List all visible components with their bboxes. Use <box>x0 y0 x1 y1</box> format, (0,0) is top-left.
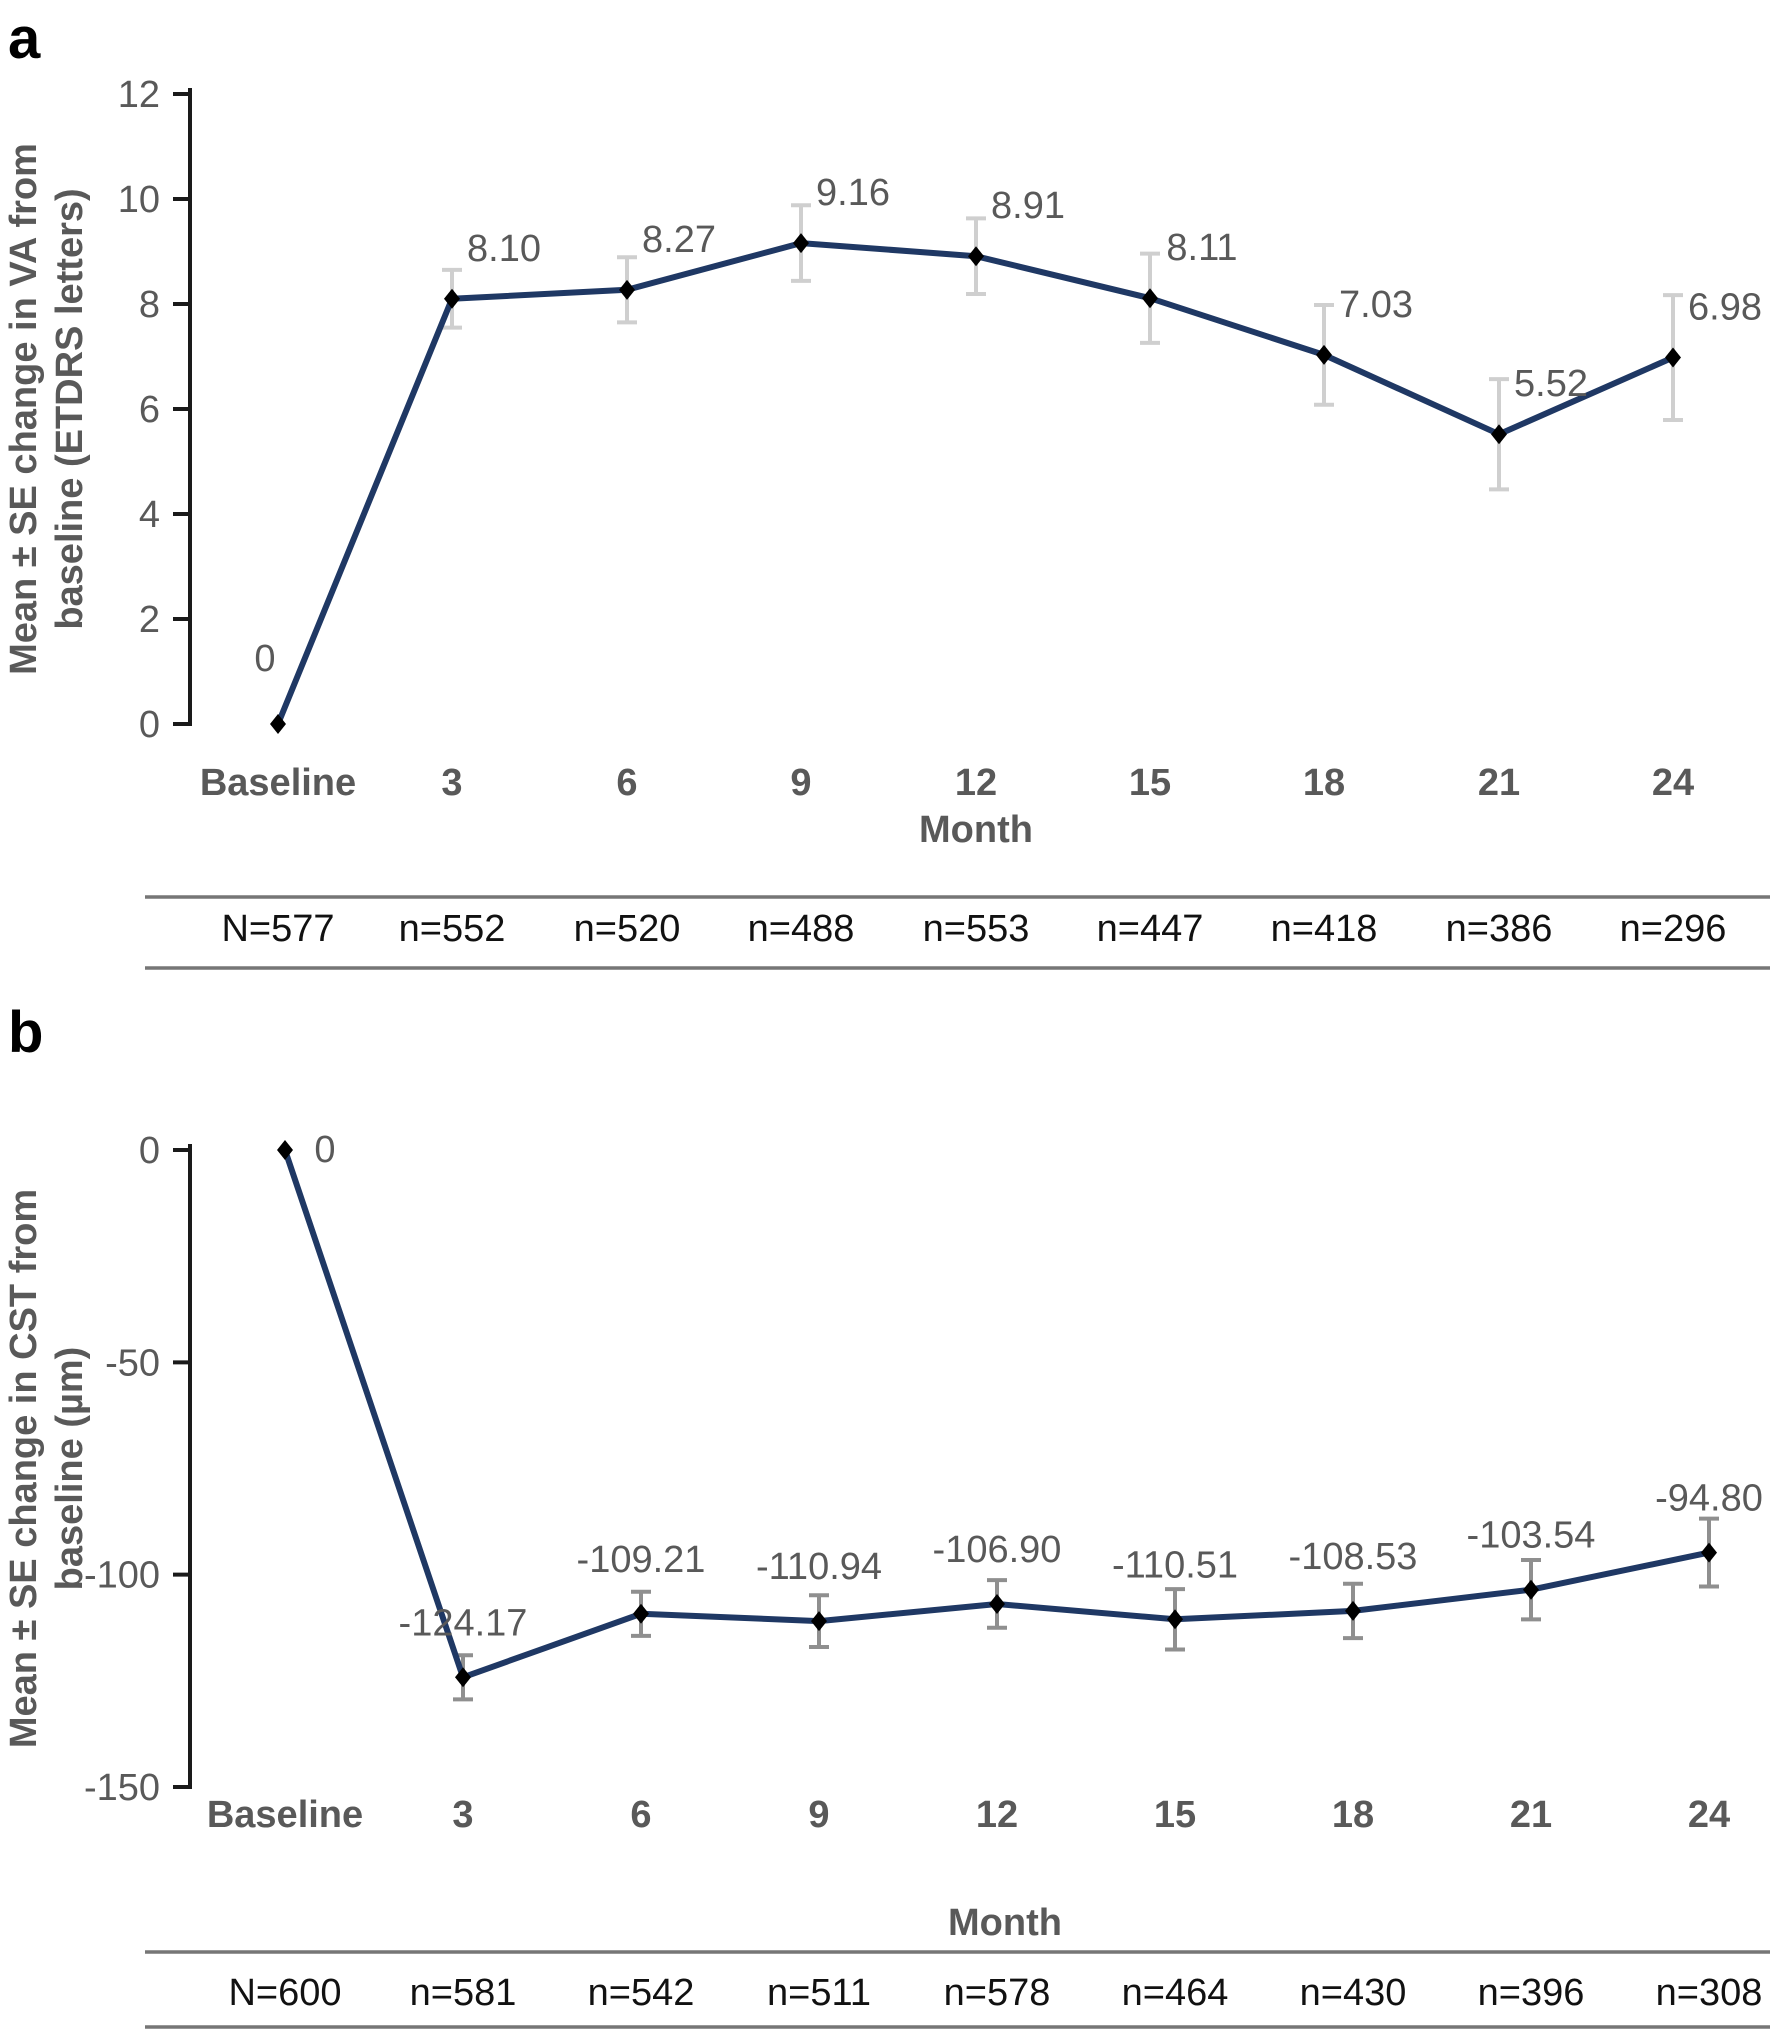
data-point-marker <box>811 1611 827 1632</box>
data-point-label: -106.90 <box>933 1529 1062 1571</box>
n-value: n=447 <box>1097 908 1204 950</box>
x-axis-title: Month <box>919 809 1033 851</box>
n-value: n=308 <box>1656 1972 1763 2014</box>
y-axis-title-line2: baseline (ETDRS letters) <box>49 188 91 629</box>
y-tick-label: -100 <box>84 1555 160 1597</box>
data-point-marker <box>1665 347 1681 368</box>
x-tick-label: 21 <box>1478 762 1520 804</box>
x-axis-title: Month <box>948 1902 1062 1944</box>
panel-a: a 12 10 8 6 4 2 0 Mean ± SE change in VA from bas… <box>0 0 1770 1000</box>
data-point-label: 0 <box>314 1129 335 1171</box>
n-value: n=553 <box>923 908 1030 950</box>
x-tick-label: 6 <box>630 1794 651 1836</box>
y-tick-label: 4 <box>139 494 160 536</box>
data-point-label: 8.11 <box>1166 227 1237 269</box>
n-value: n=520 <box>574 908 681 950</box>
data-point-label: -94.80 <box>1655 1478 1763 1520</box>
y-tick-label: 12 <box>118 74 160 116</box>
panel-b: b 0 -50 -100 -150 Mean ± SE change in CST fro… <box>0 1000 1770 2034</box>
panel-a-chart: a 12 10 8 6 4 2 0 Mean ± SE change in VA from bas… <box>0 0 1770 1000</box>
panel-letter: b <box>8 1000 43 1065</box>
x-tick-label: Baseline <box>200 762 356 804</box>
data-point-marker <box>444 288 460 309</box>
data-point-marker <box>989 1593 1005 1614</box>
x-tick-label: 18 <box>1332 1794 1374 1836</box>
data-point-label: 8.27 <box>642 219 716 261</box>
n-value: n=296 <box>1620 908 1727 950</box>
data-point-label: 0 <box>254 638 275 680</box>
y-tick-label: 0 <box>139 704 160 746</box>
y-axis-title-line1: Mean ± SE change in CST from <box>3 1189 45 1748</box>
x-tick-label: 9 <box>808 1794 829 1836</box>
data-point-marker <box>1142 288 1158 309</box>
y-tick-label: 8 <box>139 284 160 326</box>
data-point-marker <box>1523 1579 1539 1600</box>
x-tick-label: 24 <box>1652 762 1694 804</box>
n-value: n=464 <box>1122 1972 1229 2014</box>
y-tick-label: 6 <box>139 389 160 431</box>
data-point-label: 8.10 <box>467 228 541 270</box>
data-point-label: 6.98 <box>1688 287 1762 329</box>
data-point-label: -108.53 <box>1289 1536 1418 1578</box>
y-tick-label: 2 <box>139 599 160 641</box>
x-tick-label: 15 <box>1129 762 1171 804</box>
n-value: n=511 <box>767 1972 871 2014</box>
data-point-marker <box>1491 424 1507 445</box>
n-value: n=430 <box>1300 1972 1407 2014</box>
data-point-label: -109.21 <box>577 1539 706 1581</box>
n-value: n=578 <box>944 1972 1051 2014</box>
data-point-marker <box>968 246 984 267</box>
series-line <box>275 240 1675 726</box>
data-point-marker <box>1316 344 1332 365</box>
panel-b-chart: b 0 -50 -100 -150 Mean ± SE change in CST fro… <box>0 1000 1770 2034</box>
x-tick-label: 24 <box>1688 1794 1730 1836</box>
x-tick-label: 18 <box>1303 762 1345 804</box>
n-value: n=386 <box>1446 908 1553 950</box>
data-point-label: -124.17 <box>399 1602 528 1644</box>
x-tick-label: 12 <box>955 762 997 804</box>
data-point-marker <box>270 714 286 734</box>
y-tick-label: 10 <box>118 179 160 221</box>
x-tick-label: 6 <box>616 762 637 804</box>
y-axis-title-line2: baseline (µm) <box>49 1347 91 1591</box>
data-point-marker <box>1701 1542 1717 1563</box>
n-value: n=542 <box>588 1972 695 2014</box>
x-tick-label: 3 <box>441 762 462 804</box>
data-point-label: -110.51 <box>1112 1544 1238 1586</box>
y-axis-title-line1: Mean ± SE change in VA from <box>3 143 45 675</box>
x-tick-label: 21 <box>1510 1794 1552 1836</box>
x-tick-label: 12 <box>976 1794 1018 1836</box>
data-point-label: -103.54 <box>1467 1515 1596 1557</box>
data-point-marker <box>1345 1600 1361 1621</box>
n-value: n=396 <box>1478 1972 1585 2014</box>
panel-letter: a <box>8 6 41 71</box>
data-point-label: 8.91 <box>991 185 1065 227</box>
data-point-marker <box>455 1667 471 1688</box>
n-value: n=418 <box>1271 908 1378 950</box>
n-value: N=577 <box>221 908 334 950</box>
y-tick-label: -150 <box>84 1767 160 1809</box>
data-point-marker <box>277 1140 293 1160</box>
x-tick-label: 9 <box>790 762 811 804</box>
n-value: n=488 <box>748 908 855 950</box>
data-point-label: 9.16 <box>816 172 890 214</box>
n-value: n=581 <box>410 1972 517 2014</box>
data-point-label: -110.94 <box>756 1546 882 1588</box>
data-point-label: 5.52 <box>1514 363 1588 405</box>
data-point-marker <box>793 233 809 254</box>
data-point-marker <box>619 279 635 300</box>
x-tick-label: 15 <box>1154 1794 1196 1836</box>
y-tick-label: -50 <box>105 1342 160 1384</box>
n-value: N=600 <box>228 1972 341 2014</box>
data-point-marker <box>633 1603 649 1624</box>
n-value: n=552 <box>399 908 506 950</box>
data-point-label: 7.03 <box>1339 284 1413 326</box>
x-tick-label: Baseline <box>207 1794 363 1836</box>
y-tick-label: 0 <box>139 1130 160 1172</box>
x-tick-label: 3 <box>452 1794 473 1836</box>
data-point-marker <box>1167 1609 1183 1630</box>
